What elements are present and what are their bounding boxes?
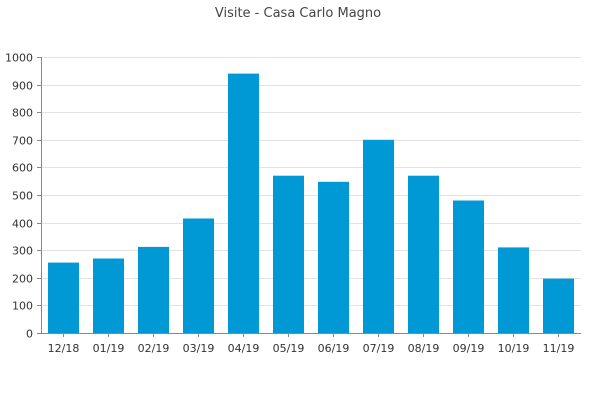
y-tick-label: 1000 [5,52,33,65]
x-tick-label: 04/19 [228,342,260,355]
x-tick-label: 11/19 [543,342,575,355]
y-tick-label: 200 [12,273,33,286]
x-tick-label: 09/19 [453,342,485,355]
bar [138,246,169,333]
x-tick-label: 03/19 [183,342,215,355]
x-tick-label: 08/19 [408,342,440,355]
bar [183,218,214,333]
bar [498,247,529,333]
y-tick-label: 100 [12,300,33,313]
bar [453,200,484,333]
x-tick-label: 06/19 [318,342,350,355]
y-tick-label: 300 [12,245,33,258]
x-tick-label: 12/18 [48,342,80,355]
bar [48,262,79,333]
grid-lines [41,57,581,306]
bar [408,175,439,333]
axes [37,57,581,337]
bar [273,175,304,333]
y-tick-label: 800 [12,107,33,120]
y-tick-label: 500 [12,190,33,203]
bar [318,181,349,333]
x-tick-label: 05/19 [273,342,305,355]
chart-title: Visite - Casa Carlo Magno [215,6,381,21]
bar [363,139,394,333]
y-tick-label: 700 [12,135,33,148]
bar [228,73,259,333]
y-tick-label: 400 [12,218,33,231]
x-tick-label: 07/19 [363,342,395,355]
y-tick-label: 900 [12,80,33,93]
y-tick-label: 0 [26,328,33,341]
y-tick-label: 600 [12,162,33,175]
x-tick-label: 10/19 [498,342,530,355]
x-tick-label: 01/19 [93,342,125,355]
bar [543,278,574,333]
bar [93,258,124,333]
x-tick-label: 02/19 [138,342,170,355]
x-tick-labels: 12/18 01/19 02/19 03/19 04/19 05/19 06/19 07/19… [48,342,575,355]
bars [48,73,574,333]
y-tick-labels: 0 100 200 300 400 500 600 700 800 900 1000 [5,52,33,341]
